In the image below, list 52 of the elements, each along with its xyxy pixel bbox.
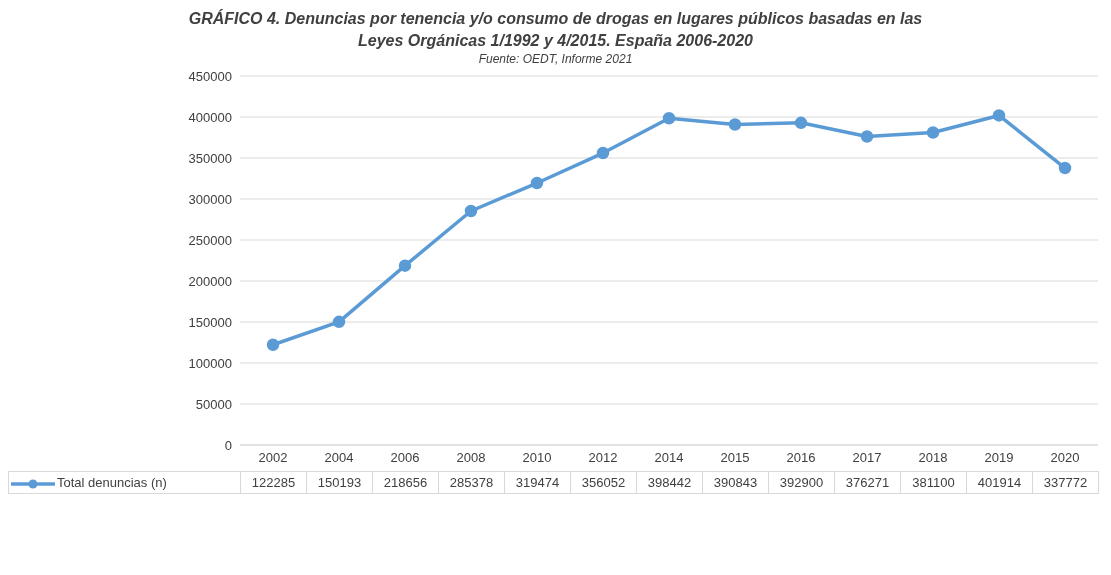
- x-tick-label: 2006: [390, 450, 420, 466]
- chart-title: GRÁFICO 4. Denuncias por tenencia y/o consumo de drogas en lugares públicos basadas en las Leyes Orgánicas 1/1992 y 4/2015. España 2006-2020: [187, 8, 924, 51]
- x-tick-label: 2018: [918, 450, 948, 466]
- point: [464, 204, 478, 218]
- data-label: 390843: [702, 471, 769, 494]
- data-label: 122285: [240, 471, 307, 494]
- x-tick-label: 2020: [1050, 450, 1080, 466]
- point: [1058, 161, 1072, 175]
- y-tick-label: 250000: [188, 232, 232, 248]
- point: [596, 146, 610, 160]
- point: [530, 176, 544, 190]
- point: [992, 109, 1006, 122]
- x-tick-label: 2008: [456, 450, 486, 466]
- data-label: 376271: [834, 471, 901, 494]
- data-label: 381100: [900, 471, 967, 494]
- data-label: 150193: [306, 471, 373, 494]
- point: [398, 259, 412, 272]
- point: [794, 116, 808, 130]
- y-tick-label: 350000: [188, 150, 232, 166]
- x-tick-label: 2019: [984, 450, 1014, 466]
- y-tick-label: 0: [224, 437, 232, 453]
- data-label: 319474: [504, 471, 571, 494]
- x-tick-label: 2004: [324, 450, 354, 466]
- x-tick-label: 2014: [654, 450, 684, 466]
- y-tick-label: 50000: [195, 396, 232, 412]
- legend-label: Total denuncias (n): [57, 475, 167, 490]
- x-tick-label: 2017: [852, 450, 882, 466]
- x-tick-label: 2012: [588, 450, 618, 466]
- y-tick-label: 300000: [188, 191, 232, 207]
- data-label: 285378: [438, 471, 505, 494]
- point: [662, 112, 676, 125]
- y-tick-label: 100000: [188, 355, 232, 371]
- point: [860, 130, 874, 143]
- data-label: 398442: [636, 471, 703, 494]
- y-tick-label: 400000: [188, 109, 232, 125]
- data-label: 356052: [570, 471, 637, 494]
- point: [728, 118, 742, 131]
- y-tick-label: 450000: [188, 68, 232, 84]
- data-label: 401914: [966, 471, 1033, 494]
- point: [332, 315, 346, 329]
- data-label: 337772: [1032, 471, 1099, 494]
- point: [926, 126, 940, 139]
- x-tick-label: 2010: [522, 450, 552, 466]
- y-tick-label: 200000: [188, 273, 232, 289]
- x-tick-label: 2015: [720, 450, 750, 466]
- x-tick-label: 2016: [786, 450, 816, 466]
- chart-subtitle: Fuente: OEDT, Informe 2021: [477, 52, 634, 66]
- data-label: 392900: [768, 471, 835, 494]
- x-tick-label: 2002: [258, 450, 288, 466]
- data-label: 218656: [372, 471, 439, 494]
- y-tick-label: 150000: [188, 314, 232, 330]
- point: [266, 338, 280, 351]
